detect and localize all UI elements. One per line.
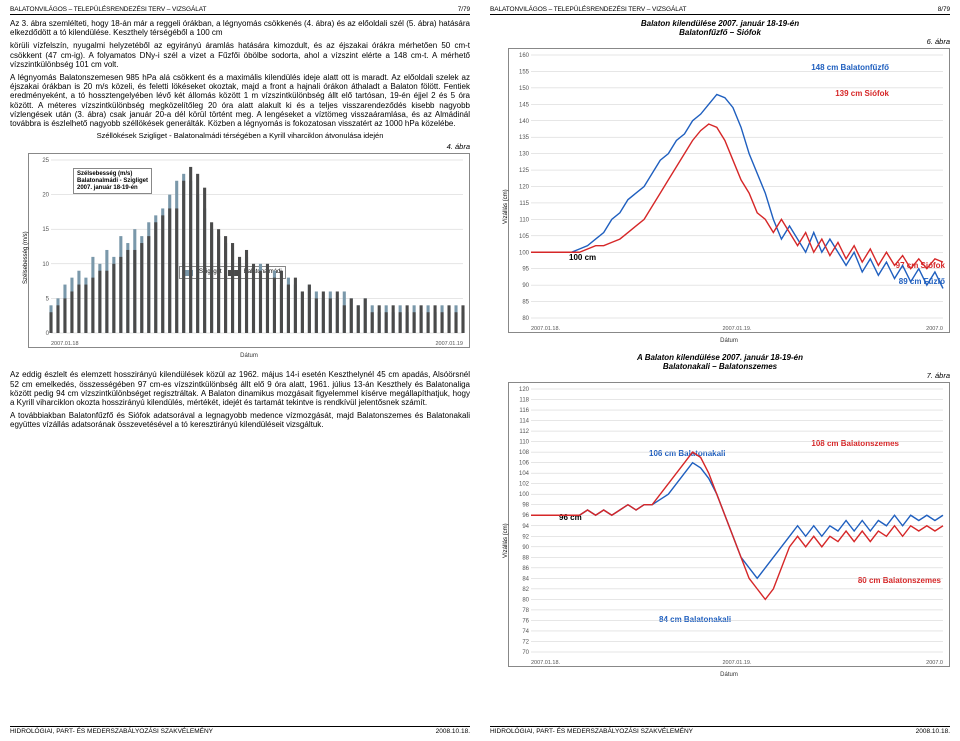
svg-text:78: 78 [522, 608, 529, 614]
svg-text:20: 20 [42, 193, 49, 199]
svg-text:120: 120 [519, 185, 530, 191]
svg-text:74: 74 [522, 629, 529, 635]
svg-text:108: 108 [519, 450, 530, 456]
svg-text:115: 115 [519, 201, 529, 207]
chart4: Szélsebesség (m/s) Szélsebesség (m/s) Ba… [28, 153, 470, 348]
svg-text:2007.0: 2007.0 [926, 326, 943, 332]
svg-text:90: 90 [522, 283, 529, 289]
svg-text:104: 104 [519, 471, 530, 477]
header-pagenum-r: 8/79 [938, 6, 950, 13]
svg-text:76: 76 [522, 618, 529, 624]
svg-text:96: 96 [522, 513, 529, 519]
svg-text:2007.01.18.: 2007.01.18. [531, 326, 561, 332]
chart7: Vízállás (cm) 106 cm Balatonakali 108 cm… [508, 382, 950, 667]
svg-text:15: 15 [42, 228, 49, 234]
svg-text:160: 160 [519, 53, 530, 59]
para4: Az eddig észlelt és elemzett hosszirányú… [10, 370, 470, 407]
footer-title: HIDROLÓGIAI, PART- ÉS MEDERSZABÁLYOZÁSI … [10, 728, 213, 735]
svg-text:84: 84 [522, 576, 529, 582]
svg-text:116: 116 [519, 408, 529, 414]
svg-text:112: 112 [519, 429, 529, 435]
header-title-r: BALATONVILÁGOS – TELEPÜLÉSRENDEZÉSI TERV… [490, 6, 686, 13]
svg-text:0: 0 [46, 331, 50, 337]
header-left-page: BALATONVILÁGOS – TELEPÜLÉSRENDEZÉSI TERV… [10, 6, 470, 15]
footer-date: 2008.10.18. [436, 728, 470, 735]
chart4-figlabel: 4. ábra [10, 142, 470, 151]
svg-text:130: 130 [519, 152, 530, 158]
footer-title-r: HIDROLÓGIAI, PART- ÉS MEDERSZABÁLYOZÁSI … [490, 728, 693, 735]
svg-text:110: 110 [519, 217, 529, 223]
svg-text:2007.01.19: 2007.01.19 [435, 341, 463, 347]
svg-text:102: 102 [519, 482, 530, 488]
para1: Az 3. ábra szemlélteti, hogy 18-án már a… [10, 19, 470, 37]
footer-left-page: HIDROLÓGIAI, PART- ÉS MEDERSZABÁLYOZÁSI … [10, 726, 470, 735]
svg-text:120: 120 [519, 387, 530, 393]
svg-text:94: 94 [522, 524, 529, 530]
para3: A légnyomás Balatonszemesen 985 hPa alá … [10, 73, 470, 128]
svg-text:150: 150 [519, 86, 530, 92]
svg-text:155: 155 [519, 69, 530, 75]
header-title: BALATONVILÁGOS – TELEPÜLÉSRENDEZÉSI TERV… [10, 6, 206, 13]
svg-text:2007.01.19.: 2007.01.19. [722, 660, 752, 666]
chart6-datum: Dátum [720, 338, 738, 344]
svg-text:72: 72 [522, 639, 529, 645]
chart7-title2: Balatonakali – Balatonszemes [490, 362, 950, 371]
svg-text:92: 92 [522, 534, 529, 540]
svg-text:85: 85 [522, 300, 529, 306]
footer-date-r: 2008.10.18. [916, 728, 950, 735]
header-right-page: BALATONVILÁGOS – TELEPÜLÉSRENDEZÉSI TERV… [490, 6, 950, 15]
svg-text:106: 106 [519, 461, 530, 467]
svg-text:80: 80 [522, 597, 529, 603]
svg-text:110: 110 [519, 440, 529, 446]
chart6: Vízállás (cm) 148 cm Balatonfűzfő 139 cm… [508, 48, 950, 333]
svg-text:98: 98 [522, 503, 529, 509]
chart4-datum: Dátum [240, 353, 258, 359]
svg-text:2007.0: 2007.0 [926, 660, 943, 666]
svg-text:90: 90 [522, 545, 529, 551]
svg-text:2007.01.18.: 2007.01.18. [531, 660, 561, 666]
chart7-title-block: A Balaton kilendülése 2007. január 18-19… [490, 353, 950, 371]
header-pagenum: 7/79 [458, 6, 470, 13]
footer-right-page: HIDROLÓGIAI, PART- ÉS MEDERSZABÁLYOZÁSI … [490, 726, 950, 735]
chart6-figlabel: 6. ábra [490, 37, 950, 46]
svg-text:88: 88 [522, 555, 529, 561]
svg-text:135: 135 [519, 135, 530, 141]
chart7-title1: A Balaton kilendülése 2007. január 18-19… [490, 353, 950, 362]
svg-text:105: 105 [519, 234, 530, 240]
chart6-title1: Balaton kilendülése 2007. január 18-19-é… [490, 19, 950, 28]
svg-text:145: 145 [519, 102, 530, 108]
svg-text:2007.01.19.: 2007.01.19. [722, 326, 752, 332]
chart7-figlabel: 7. ábra [490, 371, 950, 380]
svg-text:118: 118 [519, 398, 529, 404]
svg-text:2007.01.18: 2007.01.18 [51, 341, 79, 347]
para2: körüli vízfelszín, nyugalmi helyzetéből … [10, 41, 470, 69]
svg-text:82: 82 [522, 587, 529, 593]
svg-text:95: 95 [522, 267, 529, 273]
page-left: BALATONVILÁGOS – TELEPÜLÉSRENDEZÉSI TERV… [0, 0, 480, 741]
chart4-title: Széllökések Szigliget - Balatonalmádi té… [10, 132, 470, 140]
svg-text:125: 125 [519, 168, 530, 174]
svg-text:114: 114 [519, 419, 529, 425]
para5: A továbbiakban Balatonfűzfő és Siófok ad… [10, 411, 470, 429]
svg-text:140: 140 [519, 119, 530, 125]
svg-text:25: 25 [42, 158, 49, 164]
svg-text:5: 5 [46, 297, 50, 303]
chart6-title-block: Balaton kilendülése 2007. január 18-19-é… [490, 19, 950, 37]
svg-text:100: 100 [519, 492, 530, 498]
svg-text:80: 80 [522, 316, 529, 322]
chart7-datum: Dátum [720, 672, 738, 678]
svg-text:86: 86 [522, 566, 529, 572]
page-right: BALATONVILÁGOS – TELEPÜLÉSRENDEZÉSI TERV… [480, 0, 960, 741]
chart6-title2: Balatonfűzfő – Siófok [490, 28, 950, 37]
svg-text:70: 70 [522, 650, 529, 656]
svg-text:100: 100 [519, 250, 530, 256]
svg-text:10: 10 [42, 262, 49, 268]
